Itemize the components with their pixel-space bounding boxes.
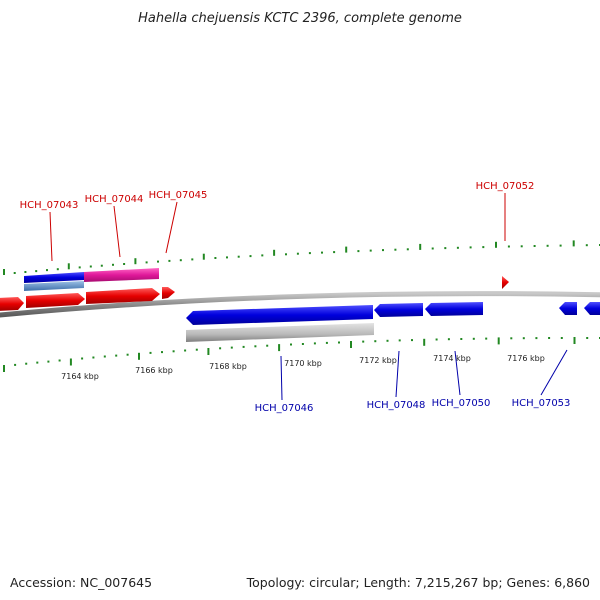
ruler-label: 7164 kbp: [61, 372, 99, 381]
outer-tick-track: [3, 240, 600, 275]
forward-gene-arrow[interactable]: [162, 287, 175, 299]
gene-label-hch-07043[interactable]: HCH_07043: [20, 200, 79, 211]
leader-line: [280, 355, 283, 401]
gene-label-hch-07052[interactable]: HCH_07052: [476, 181, 535, 192]
leader-line: [113, 205, 121, 258]
ruler-label: 7172 kbp: [359, 356, 397, 365]
forward-gene-arrow[interactable]: [26, 293, 85, 308]
inner-tick-track: [3, 337, 600, 372]
leader-line: [540, 349, 568, 396]
gray-feature-bar[interactable]: [186, 323, 374, 342]
reverse-gene-arrow[interactable]: [186, 305, 373, 325]
forward-gene-arrow[interactable]: [502, 276, 509, 289]
genome-summary-text: Topology: circular; Length: 7,215,267 bp…: [246, 575, 590, 590]
leader-line: [395, 350, 400, 398]
genome-backbone: [0, 291, 600, 318]
leader-line: [454, 350, 461, 396]
gene-label-hch-07045[interactable]: HCH_07045: [149, 190, 208, 201]
light-blue-feature-bar[interactable]: [24, 281, 84, 291]
gene-label-hch-07046[interactable]: HCH_07046: [255, 403, 314, 414]
blue-feature-bar[interactable]: [24, 272, 84, 283]
reverse-gene-arrow[interactable]: [559, 302, 577, 315]
ruler-label: 7170 kbp: [284, 359, 322, 368]
leader-line: [49, 211, 53, 262]
accession-text: Accession: NC_007645: [10, 575, 153, 590]
gene-label-hch-07050[interactable]: HCH_07050: [432, 398, 491, 409]
gene-label-hch-07044[interactable]: HCH_07044: [85, 194, 144, 205]
forward-gene-arrow[interactable]: [86, 288, 160, 304]
leader-line: [165, 201, 178, 254]
genome-title: Hahella chejuensis KCTC 2396, complete g…: [138, 11, 462, 26]
ruler-label: 7168 kbp: [209, 362, 247, 371]
reverse-gene-arrow[interactable]: [584, 302, 600, 315]
reverse-gene-arrow[interactable]: [425, 302, 483, 316]
gene-label-hch-07053[interactable]: HCH_07053: [512, 398, 571, 409]
forward-gene-arrow[interactable]: [0, 297, 24, 311]
ruler-label: 7174 kbp: [433, 354, 471, 363]
ruler-label: 7166 kbp: [135, 366, 173, 375]
pink-feature-bar[interactable]: [84, 268, 159, 282]
ruler-label: 7176 kbp: [507, 354, 545, 363]
reverse-gene-arrow[interactable]: [374, 303, 423, 317]
gene-label-hch-07048[interactable]: HCH_07048: [367, 400, 426, 411]
